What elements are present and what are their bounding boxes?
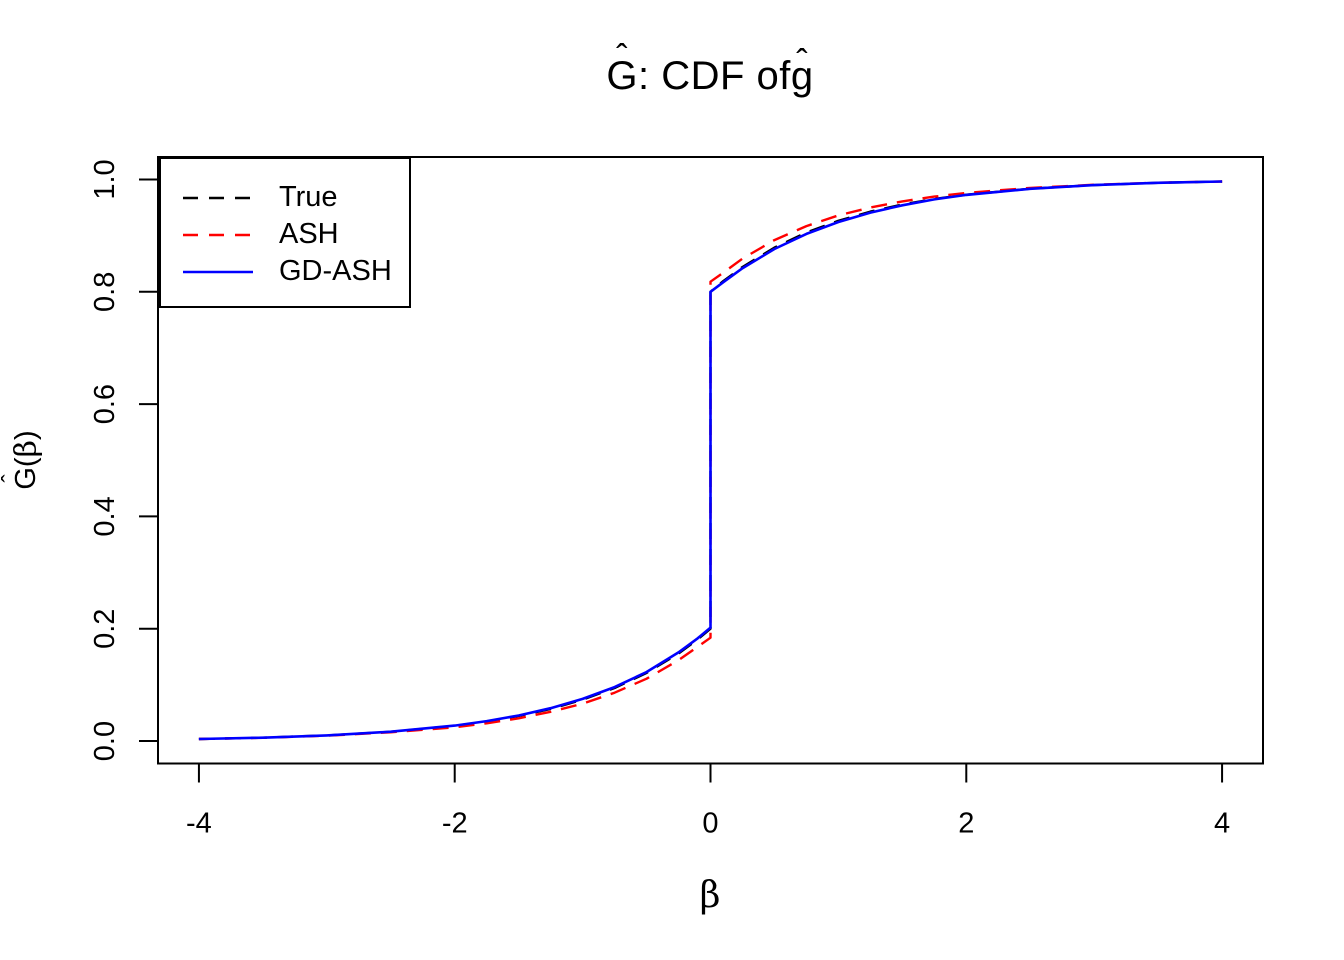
y-axis-tick-label: 0.2 (89, 609, 121, 649)
title-middle-text: : CDF of (637, 53, 791, 98)
title-g-lower: g (790, 53, 814, 98)
legend-item-gd-ash: GD-ASH (161, 253, 409, 290)
legend-box: True ASH GD-ASH (159, 157, 411, 308)
circumflex-accent: ˆ (796, 43, 809, 82)
ylabel-close-paren: ) (9, 430, 42, 441)
x-axis-tick-label: 2 (958, 808, 974, 840)
y-axis-tick-label: 0.8 (89, 272, 121, 312)
y-axis-tick-label: 0.4 (89, 496, 121, 536)
series-line-gd-ash (198, 180, 1223, 741)
ylabel-open-paren: ( (9, 457, 42, 468)
x-axis-tick-label: 4 (1214, 808, 1230, 840)
solid-line-swatch (183, 270, 253, 273)
legend-item-ash: ASH (161, 216, 409, 253)
y-axis-tick-label: 1.0 (89, 159, 121, 199)
dashed-line-swatch (183, 196, 253, 199)
legend-label: GD-ASH (279, 255, 392, 287)
y-axis-tick-label: 0.0 (89, 721, 121, 761)
y-axis-tick-label: 0.6 (89, 384, 121, 424)
circumflex-accent: ˆ (616, 37, 629, 76)
dashed-line-swatch (183, 233, 253, 236)
x-axis-tick-label: -4 (186, 808, 212, 840)
ylabel-beta: β (8, 440, 44, 458)
legend-item-true: True (161, 179, 409, 216)
title-g-upper: G (606, 53, 638, 98)
x-axis-tick-label: 0 (702, 808, 718, 840)
x-axis-tick-label: -2 (442, 808, 468, 840)
circumflex-accent: ˆ (0, 474, 25, 483)
legend-label: ASH (279, 218, 339, 250)
legend-label: True (279, 181, 338, 213)
